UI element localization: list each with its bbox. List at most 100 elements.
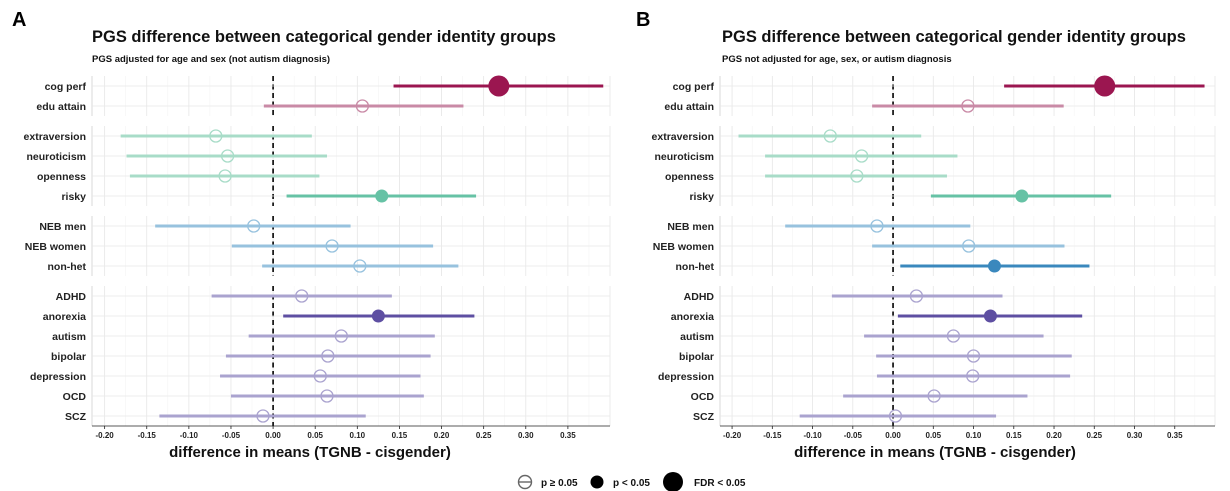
y-tick-label: extraversion: [652, 131, 714, 143]
x-tick-label: 0.20: [1046, 431, 1062, 440]
x-tick-label: -0.10: [180, 431, 199, 440]
point-estimate-ns: [354, 260, 366, 272]
legend-label-p05: p < 0.05: [613, 478, 650, 489]
y-tick-label: edu attain: [36, 101, 86, 113]
y-tick-label: OCD: [63, 391, 87, 403]
legend-filled-circle-icon: [591, 476, 604, 489]
panel-b: B PGS difference between categorical gen…: [636, 9, 1215, 461]
point-estimate-fdr: [1094, 76, 1115, 97]
y-tick-label: depression: [30, 371, 86, 383]
y-tick-label: SCZ: [693, 411, 715, 423]
y-tick-label: non-het: [48, 261, 87, 273]
y-tick-label: SCZ: [65, 411, 87, 423]
y-tick-label: neuroticism: [654, 151, 714, 163]
point-estimate-ns: [257, 410, 269, 422]
x-tick-label: -0.15: [763, 431, 782, 440]
point-estimate-ns: [335, 330, 347, 342]
point-estimate-ns: [947, 330, 959, 342]
point-estimate-significant: [988, 260, 1001, 273]
panel-b-plot: cog perf edu attain extraversion neuroticis…: [652, 76, 1215, 441]
x-tick-label: 0.15: [392, 431, 408, 440]
y-tick-label: bipolar: [679, 351, 714, 363]
panel-a-subtitle: PGS adjusted for age and sex (not autism…: [92, 54, 330, 65]
point-estimate-ns: [326, 240, 338, 252]
point-estimate-significant: [372, 310, 385, 323]
x-tick-label: 0.00: [265, 431, 281, 440]
y-tick-label: non-het: [676, 261, 715, 273]
y-tick-label: anorexia: [671, 311, 714, 323]
x-tick-label: -0.20: [96, 431, 115, 440]
y-tick-label: bipolar: [51, 351, 86, 363]
x-tick-label: 0.10: [966, 431, 982, 440]
legend-large-circle-icon: [663, 472, 683, 491]
panel-a-title: PGS difference between categorical gende…: [92, 28, 556, 46]
x-tick-label: 0.05: [307, 431, 323, 440]
legend: p ≥ 0.05 p < 0.05 FDR < 0.05: [519, 472, 746, 491]
y-tick-label: ADHD: [56, 291, 87, 303]
point-estimate-ns: [871, 220, 883, 232]
point-estimate-ns: [296, 290, 308, 302]
point-estimate-ns: [928, 390, 940, 402]
point-estimate-ns: [910, 290, 922, 302]
x-tick-label: -0.05: [844, 431, 863, 440]
x-tick-label: 0.10: [350, 431, 366, 440]
panel-a: A PGS difference between categorical gen…: [12, 9, 610, 461]
point-estimate-ns: [967, 370, 979, 382]
panel-a-xlabel: difference in means (TGNB - cisgender): [169, 444, 451, 461]
x-tick-label: 0.30: [518, 431, 534, 440]
panel-a-letter: A: [12, 9, 26, 31]
y-tick-label: NEB women: [25, 241, 86, 253]
y-tick-label: cog perf: [673, 81, 715, 93]
facet-personality: [92, 126, 610, 206]
point-estimate-ns: [962, 100, 974, 112]
point-estimate-ns: [321, 390, 333, 402]
point-estimate-ns: [851, 170, 863, 182]
x-tick-label: 0.00: [885, 431, 901, 440]
point-estimate-ns: [356, 100, 368, 112]
legend-label-fdr: FDR < 0.05: [694, 478, 746, 489]
x-tick-label: -0.10: [803, 431, 822, 440]
y-tick-label: OCD: [691, 391, 715, 403]
point-estimate-ns: [824, 130, 836, 142]
x-tick-label: 0.20: [434, 431, 450, 440]
x-tick-label: -0.20: [723, 431, 742, 440]
x-tick-label: 0.25: [476, 431, 492, 440]
legend-label-ns: p ≥ 0.05: [541, 478, 578, 489]
y-tick-label: neuroticism: [26, 151, 86, 163]
y-tick-label: depression: [658, 371, 714, 383]
y-tick-label: openness: [665, 171, 714, 183]
facet-personality: [720, 126, 1215, 206]
facet-cognitive: [92, 76, 610, 116]
point-estimate-ns: [219, 170, 231, 182]
y-tick-label: risky: [689, 191, 714, 203]
point-estimate-ns: [889, 410, 901, 422]
point-estimate-ns: [248, 220, 260, 232]
y-tick-label: autism: [52, 331, 86, 343]
point-estimate-ns: [856, 150, 868, 162]
point-estimate-ns: [968, 350, 980, 362]
point-estimate-significant: [1015, 190, 1028, 203]
panel-b-xlabel: difference in means (TGNB - cisgender): [794, 444, 1076, 461]
y-tick-label: ADHD: [684, 291, 715, 303]
y-tick-label: cog perf: [45, 81, 87, 93]
y-tick-label: autism: [680, 331, 714, 343]
y-tick-label: risky: [61, 191, 86, 203]
y-tick-label: NEB men: [667, 221, 714, 233]
panel-b-letter: B: [636, 9, 650, 31]
x-tick-label: 0.15: [1006, 431, 1022, 440]
point-estimate-significant: [375, 190, 388, 203]
panel-b-title: PGS difference between categorical gende…: [722, 28, 1186, 46]
y-tick-label: anorexia: [43, 311, 86, 323]
y-tick-label: NEB men: [39, 221, 86, 233]
y-tick-label: openness: [37, 171, 86, 183]
panel-b-subtitle: PGS not adjusted for age, sex, or autism…: [722, 54, 952, 65]
point-estimate-ns: [222, 150, 234, 162]
x-tick-label: 0.35: [1167, 431, 1183, 440]
x-tick-label: -0.15: [138, 431, 157, 440]
x-tick-label: 0.25: [1086, 431, 1102, 440]
y-tick-label: NEB women: [653, 241, 714, 253]
point-estimate-ns: [314, 370, 326, 382]
y-tick-label: extraversion: [24, 131, 86, 143]
point-estimate-ns: [963, 240, 975, 252]
x-tick-label: 0.30: [1127, 431, 1143, 440]
